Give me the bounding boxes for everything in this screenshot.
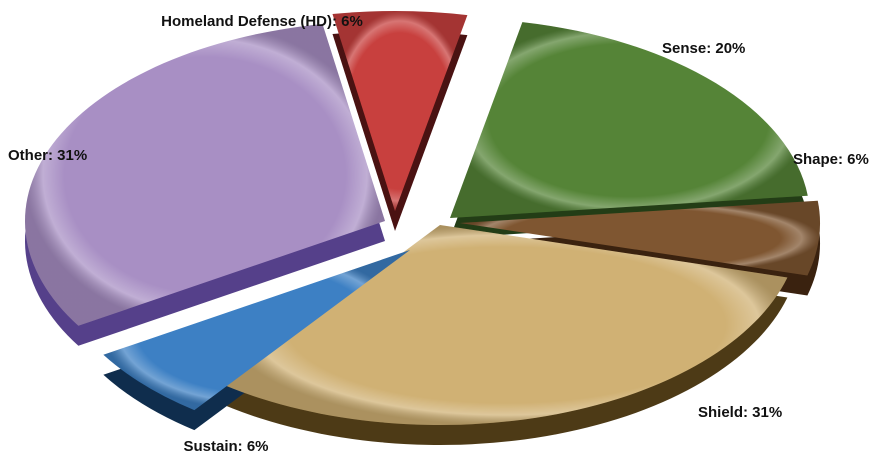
slice-tops bbox=[24, 11, 821, 425]
data-labels: Homeland Defense (HD): 6% Sense: 20% Sha… bbox=[8, 13, 869, 455]
slice-highlight-shape bbox=[460, 200, 821, 276]
label-sustain: Sustain: 6% bbox=[183, 438, 268, 455]
label-sense: Sense: 20% bbox=[662, 40, 745, 57]
label-other: Other: 31% bbox=[8, 147, 87, 164]
slice-highlight-shield bbox=[224, 225, 788, 425]
label-homeland-defense: Homeland Defense (HD): 6% bbox=[161, 13, 363, 30]
slice-highlight-other bbox=[24, 24, 385, 326]
slice-highlight-homeland-defense-hd bbox=[332, 11, 468, 211]
label-shape: Shape: 6% bbox=[793, 151, 869, 168]
slice-highlight-sense bbox=[450, 22, 808, 219]
slice-highlight-sustain bbox=[103, 250, 411, 411]
label-shield: Shield: 31% bbox=[698, 404, 782, 421]
